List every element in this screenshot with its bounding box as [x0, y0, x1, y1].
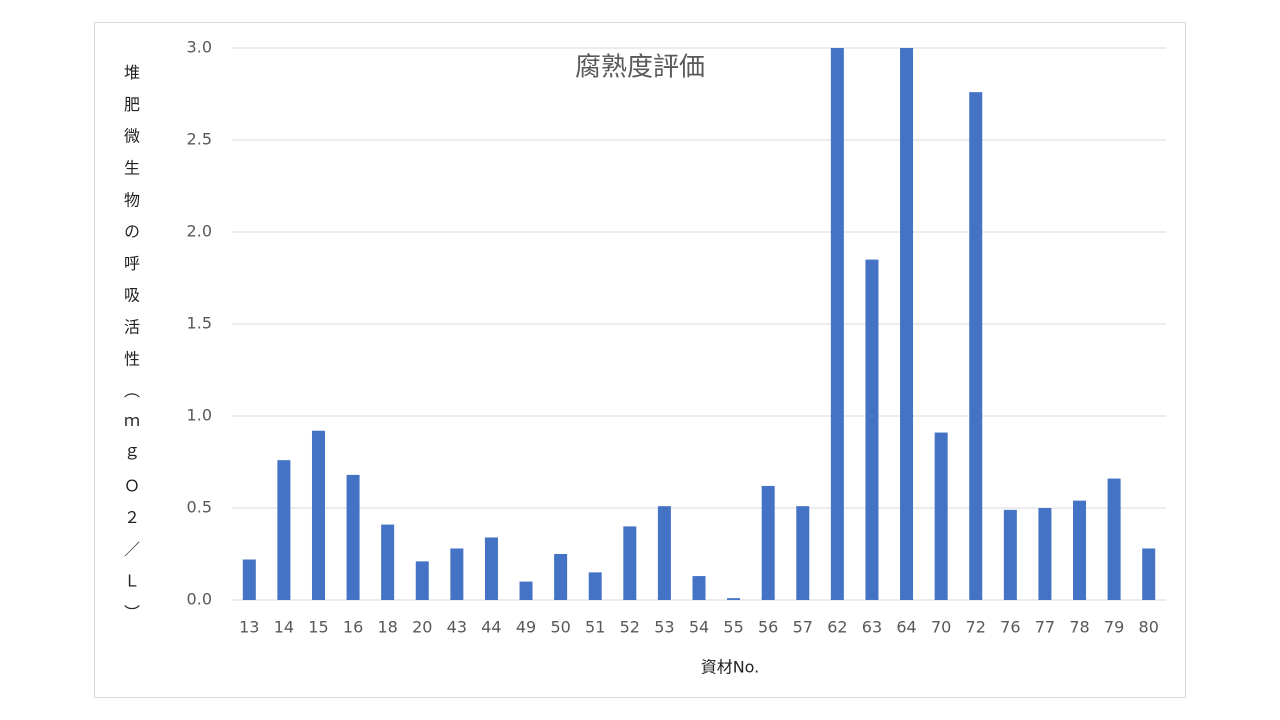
bar	[692, 576, 706, 600]
x-tick-label: 54	[689, 618, 709, 637]
y-tick-label: 0.0	[187, 590, 212, 609]
x-tick-label: 18	[377, 618, 397, 637]
bar	[1107, 478, 1121, 600]
x-tick-label: 64	[896, 618, 916, 637]
bar	[1073, 500, 1087, 600]
x-tick-label: 16	[343, 618, 363, 637]
bar	[346, 474, 360, 600]
bar	[969, 92, 983, 600]
bar	[934, 432, 948, 600]
y-tick-label: 2.5	[187, 130, 212, 149]
bar	[727, 598, 741, 600]
x-tick-label: 77	[1035, 618, 1055, 637]
x-tick-label: 76	[1000, 618, 1020, 637]
y-tick-label: 1.0	[187, 406, 212, 425]
y-tick-label: 1.5	[187, 314, 212, 333]
x-tick-label: 70	[931, 618, 951, 637]
bar	[900, 48, 914, 600]
x-tick-label: 52	[620, 618, 640, 637]
bar	[1003, 509, 1017, 600]
x-tick-label: 51	[585, 618, 605, 637]
bar	[450, 548, 464, 600]
bar	[554, 554, 568, 600]
x-tick-label: 15	[308, 618, 328, 637]
x-tick-label: 14	[274, 618, 294, 637]
x-tick-label: 44	[481, 618, 501, 637]
y-tick-label: 0.5	[187, 498, 212, 517]
bar	[657, 506, 671, 600]
bar	[415, 561, 429, 600]
chart-title: 腐熟度評価	[575, 53, 705, 83]
x-tick-label: 80	[1139, 618, 1159, 637]
bar	[242, 559, 256, 600]
chart-frame	[94, 22, 1186, 698]
x-tick-label: 72	[966, 618, 986, 637]
bar	[1142, 548, 1156, 600]
bar	[1038, 508, 1052, 600]
bar	[277, 460, 291, 600]
bar	[588, 572, 602, 600]
bar	[519, 581, 533, 600]
y-tick-label: 2.0	[187, 222, 212, 241]
bar	[865, 259, 879, 600]
x-tick-label: 55	[723, 618, 743, 637]
bar	[796, 506, 810, 600]
bar	[381, 524, 395, 600]
bar	[484, 537, 498, 600]
x-tick-label: 20	[412, 618, 432, 637]
x-tick-label: 50	[550, 618, 570, 637]
x-tick-label: 43	[447, 618, 467, 637]
x-tick-label: 79	[1104, 618, 1124, 637]
bar	[761, 485, 775, 600]
x-tick-label: 62	[827, 618, 847, 637]
y-axis-label: 堆肥微生物の呼吸活性（ｍｇＯ２／Ｌ）	[121, 64, 140, 637]
x-tick-label: 13	[239, 618, 259, 637]
x-tick-label: 56	[758, 618, 778, 637]
x-tick-label: 63	[862, 618, 882, 637]
x-tick-label: 78	[1069, 618, 1089, 637]
bar	[623, 526, 637, 600]
bar	[830, 48, 844, 600]
y-tick-label: 3.0	[187, 38, 212, 57]
x-axis-label: 資材No.	[701, 658, 760, 677]
bar	[311, 430, 325, 600]
x-tick-label: 57	[793, 618, 813, 637]
x-tick-label: 53	[654, 618, 674, 637]
x-tick-label: 49	[516, 618, 536, 637]
